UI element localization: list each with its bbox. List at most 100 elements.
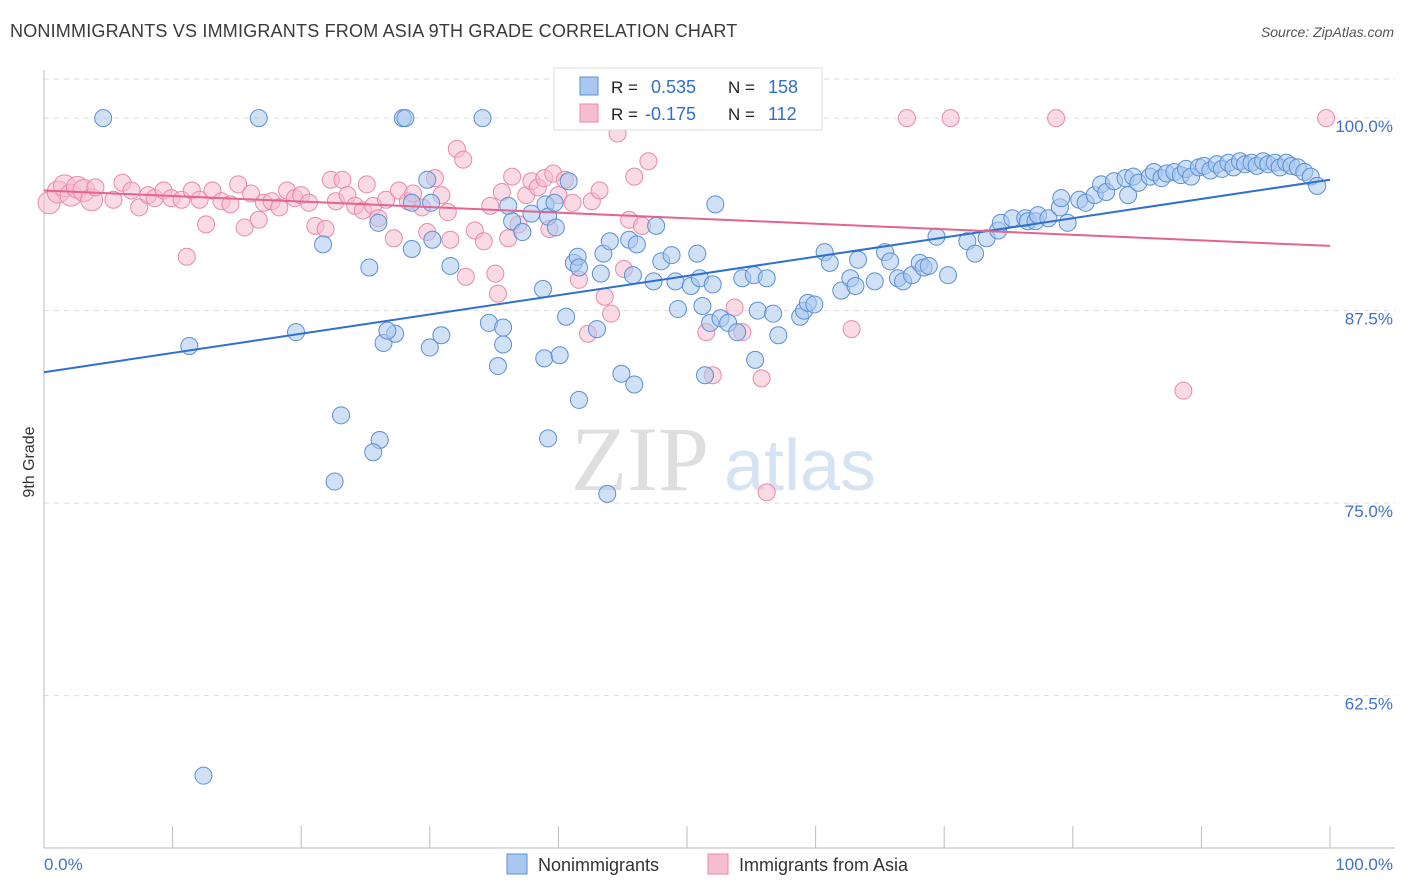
- nonimmigrants-point: [1119, 186, 1138, 205]
- nonimmigrants-point: [432, 326, 451, 345]
- nonimmigrants-point: [625, 375, 644, 394]
- nonimmigrants-point: [364, 443, 383, 462]
- nonimmigrants-point: [545, 193, 564, 212]
- immigrants-from-asia-point: [488, 284, 507, 303]
- immigrants-from-asia-point: [481, 196, 500, 215]
- nonimmigrants-point: [598, 484, 617, 503]
- immigrants-from-asia-point: [725, 298, 744, 317]
- immigrants-from-asia-point: [333, 170, 352, 189]
- immigrants-from-asia-point: [377, 190, 396, 209]
- stats-r-value-blue: 0.535: [651, 77, 696, 97]
- nonimmigrants-point: [94, 109, 113, 128]
- nonimmigrants-point: [688, 244, 707, 263]
- nonimmigrants-point: [494, 318, 513, 337]
- immigrants-from-asia-point: [235, 218, 254, 237]
- immigrants-from-asia-point: [1317, 109, 1336, 128]
- stats-legend-frame: [553, 67, 823, 131]
- immigrants-from-asia-point: [122, 181, 141, 200]
- nonimmigrants-point: [314, 235, 333, 254]
- y-tick-label: 100.0%: [1335, 117, 1393, 136]
- immigrants-from-asia-point: [104, 190, 123, 209]
- legend-swatch-nonimmigrants: [506, 853, 528, 875]
- nonimmigrants-point: [535, 349, 554, 368]
- nonimmigrants-point: [647, 216, 666, 235]
- stats-legend-swatch-pink: [579, 103, 599, 123]
- nonimmigrants-point: [865, 272, 884, 291]
- immigrants-from-asia-point: [441, 230, 460, 249]
- immigrants-from-asia-point: [249, 210, 268, 229]
- watermark-atlas: atlas: [724, 426, 876, 506]
- immigrants-from-asia-point: [357, 175, 376, 194]
- chart-title: NONIMMIGRANTS VS IMMIGRANTS FROM ASIA 9T…: [10, 21, 738, 41]
- immigrants-from-asia-point: [316, 219, 335, 238]
- immigrants-from-asia-point: [1047, 109, 1066, 128]
- nonimmigrants-point: [557, 307, 576, 326]
- immigrants-from-asia-point: [625, 167, 644, 186]
- stats-n-label-pink: N =: [728, 105, 755, 124]
- immigrants-from-asia-point: [842, 320, 861, 339]
- nonimmigrants-point: [728, 323, 747, 342]
- nonimmigrants-point: [378, 321, 397, 340]
- nonimmigrants-point: [706, 195, 725, 214]
- nonimmigrants-point: [939, 266, 958, 285]
- watermark-zip: ZIP: [571, 408, 709, 510]
- immigrants-from-asia-point: [270, 198, 289, 217]
- nonimmigrants-point: [587, 320, 606, 339]
- nonimmigrants-point: [422, 193, 441, 212]
- nonimmigrants-point: [927, 227, 946, 246]
- immigrants-from-asia-point: [474, 232, 493, 251]
- nonimmigrants-point: [1058, 213, 1077, 232]
- nonimmigrants-point: [441, 256, 460, 275]
- nonimmigrants-point: [757, 269, 776, 288]
- nonimmigrants-point: [488, 357, 507, 376]
- legend-label-immigrants-from-asia: Immigrants from Asia: [739, 855, 909, 875]
- nonimmigrants-point: [764, 304, 783, 323]
- trend-lines: [43, 178, 1331, 374]
- nonimmigrants-point: [473, 109, 492, 128]
- immigrants-from-asia-point: [563, 193, 582, 212]
- nonimmigrants-trend-line: [43, 178, 1331, 374]
- nonimmigrants-point: [420, 338, 439, 357]
- nonimmigrants-point: [539, 429, 558, 448]
- stats-legend-swatch-blue: [579, 76, 599, 96]
- immigrants-from-asia-point: [639, 152, 658, 171]
- immigrants-from-asia-point: [221, 195, 240, 214]
- immigrants-from-asia-point: [590, 181, 609, 200]
- nonimmigrants-point: [559, 172, 578, 191]
- nonimmigrants-point: [612, 364, 631, 383]
- stats-r-label-blue: R =: [611, 78, 638, 97]
- immigrants-from-asia-point: [602, 304, 621, 323]
- nonimmigrants-point: [703, 275, 722, 294]
- y-tick-label: 87.5%: [1345, 310, 1393, 329]
- nonimmigrants-point: [396, 109, 415, 128]
- nonimmigrants-point: [550, 346, 569, 365]
- nonimmigrants-point: [1052, 189, 1071, 208]
- nonimmigrants-point: [591, 264, 610, 283]
- nonimmigrants-point: [748, 301, 767, 320]
- nonimmigrants-point: [805, 295, 824, 314]
- nonimmigrants-point: [881, 252, 900, 271]
- immigrants-from-asia-point: [1174, 381, 1193, 400]
- immigrants-from-asia-point: [456, 267, 475, 286]
- immigrants-from-asia-trend-line: [43, 189, 1331, 247]
- immigrants-from-asia-point: [242, 184, 261, 203]
- stats-legend: R = 0.535 N = 158 R = -0.175 N = 112: [553, 67, 823, 131]
- nonimmigrants-point: [423, 230, 442, 249]
- nonimmigrants-point: [332, 406, 351, 425]
- immigrants-from-asia-point: [229, 175, 248, 194]
- y-axis-title: 9th Grade: [21, 426, 38, 497]
- legend-swatch-immigrants-from-asia: [707, 853, 729, 875]
- nonimmigrants-point: [418, 170, 437, 189]
- nonimmigrants-point: [662, 246, 681, 265]
- nonimmigrants-point: [569, 258, 588, 277]
- nonimmigrants-point: [627, 235, 646, 254]
- immigrants-from-asia-point: [897, 109, 916, 128]
- nonimmigrants-point: [696, 366, 715, 385]
- nonimmigrants-point: [499, 196, 518, 215]
- nonimmigrants-point: [513, 223, 532, 242]
- x-tick-label-max: 100.0%: [1335, 855, 1393, 874]
- nonimmigrants-point: [666, 272, 685, 291]
- watermark: ZIP atlas: [571, 408, 876, 510]
- nonimmigrants-point: [325, 472, 344, 491]
